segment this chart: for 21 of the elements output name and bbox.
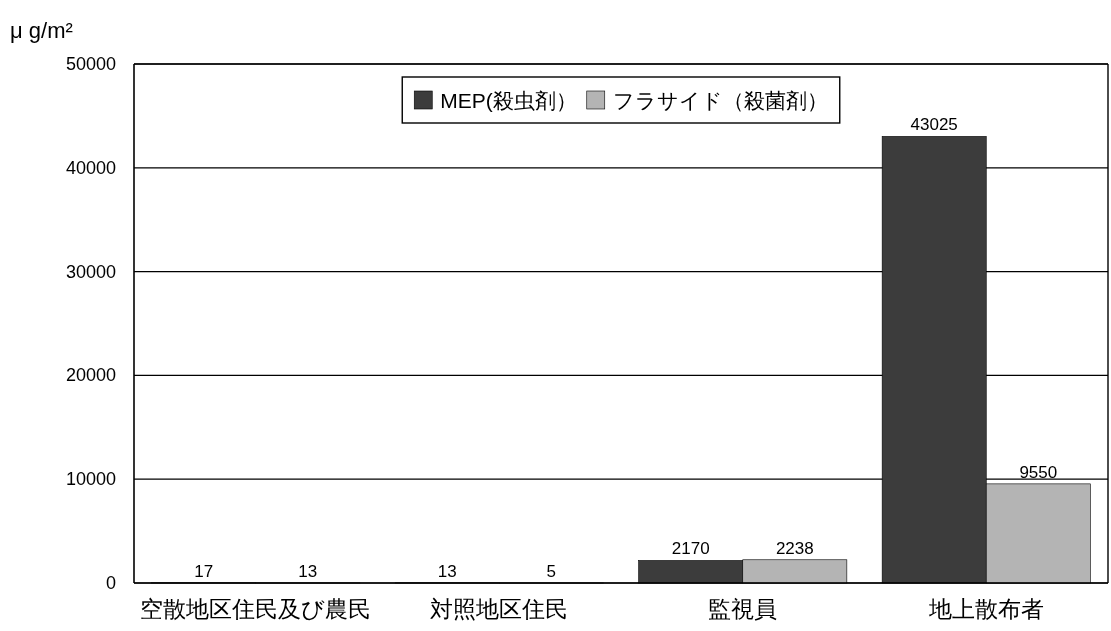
data-label: 2170 — [671, 539, 710, 559]
data-label: 5 — [546, 561, 557, 581]
x-tick-label: 対照地区住民 — [430, 596, 569, 622]
data-label: 17 — [194, 561, 214, 581]
legend-label: MEP(殺虫剤） — [440, 88, 577, 112]
data-label: 13 — [298, 561, 318, 581]
data-label: 43025 — [910, 115, 958, 135]
x-tick-label: 地上散布者 — [927, 596, 1044, 622]
x-tick-label: 監視員 — [708, 596, 778, 622]
y-tick-label: 30000 — [65, 261, 116, 282]
data-label: 2238 — [775, 538, 814, 558]
data-label: 13 — [437, 561, 457, 581]
legend-label: フラサイド（殺菌剤） — [612, 88, 828, 112]
y-tick-label: 40000 — [65, 157, 116, 178]
y-tick-label: 10000 — [65, 469, 116, 490]
y-axis-title: μ g/m² — [10, 18, 73, 43]
y-tick-label: 0 — [105, 573, 116, 593]
data-label: 9550 — [1019, 462, 1058, 482]
y-tick-label: 50000 — [65, 54, 116, 74]
y-tick-label: 20000 — [65, 365, 116, 386]
x-tick-label: 空散地区住民及び農民 — [140, 596, 372, 622]
